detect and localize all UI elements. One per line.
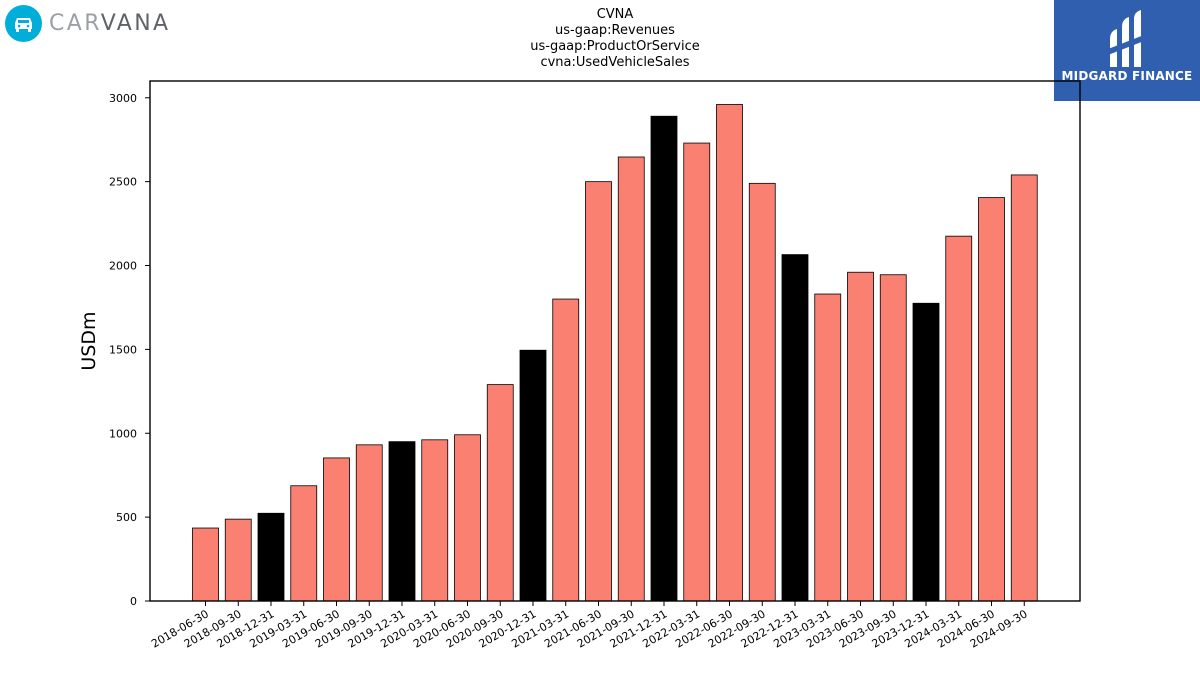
bar	[748, 182, 776, 602]
y-tick-label: 1000	[109, 427, 137, 440]
bar	[945, 235, 973, 602]
bar	[519, 349, 547, 602]
bar	[617, 156, 645, 602]
midgard-mark-icon	[1108, 10, 1144, 67]
y-tick-label: 3000	[109, 92, 137, 105]
title-line-2: us-gaap:Revenues	[555, 23, 675, 38]
bar	[650, 115, 678, 602]
bar	[421, 439, 449, 602]
bar	[290, 485, 318, 602]
y-tick-label: 1500	[109, 343, 137, 356]
bar	[552, 298, 580, 602]
bar	[257, 512, 285, 602]
bar	[585, 181, 612, 602]
y-tick-label: 2500	[109, 176, 137, 189]
bar	[716, 104, 743, 602]
bar	[486, 384, 514, 602]
title-line-4: cvna:UsedVehicleSales	[540, 55, 690, 70]
title-line-1: CVNA	[596, 7, 634, 22]
bar	[814, 293, 842, 602]
bar	[454, 434, 481, 602]
bar	[388, 441, 416, 602]
bar	[355, 444, 383, 602]
y-tick-label: 0	[130, 595, 137, 608]
bar	[879, 274, 907, 602]
midgard-wordmark: MIDGARD FINANCE	[1061, 69, 1193, 83]
bar	[978, 197, 1005, 602]
title-line-3: us-gaap:ProductOrService	[530, 39, 700, 54]
bar	[224, 518, 252, 602]
bar	[683, 142, 711, 602]
car-icon	[5, 5, 42, 42]
y-tick-label: 500	[116, 511, 137, 524]
carvana-logo: CARVANA	[5, 5, 180, 43]
plot-frame	[149, 80, 1081, 602]
midgard-finance-logo: MIDGARD FINANCE	[1054, 0, 1200, 101]
y-axis-label: USDm	[78, 311, 100, 370]
bar	[192, 527, 219, 602]
chart-title: CVNA us-gaap:Revenues us-gaap:ProductOrS…	[415, 7, 815, 71]
bar	[847, 271, 874, 602]
y-tick-label: 2000	[109, 260, 137, 273]
bar	[781, 254, 809, 602]
bar	[1010, 174, 1038, 602]
carvana-wordmark: CARVANA	[49, 11, 171, 36]
bar	[323, 457, 350, 602]
bar	[912, 302, 940, 602]
